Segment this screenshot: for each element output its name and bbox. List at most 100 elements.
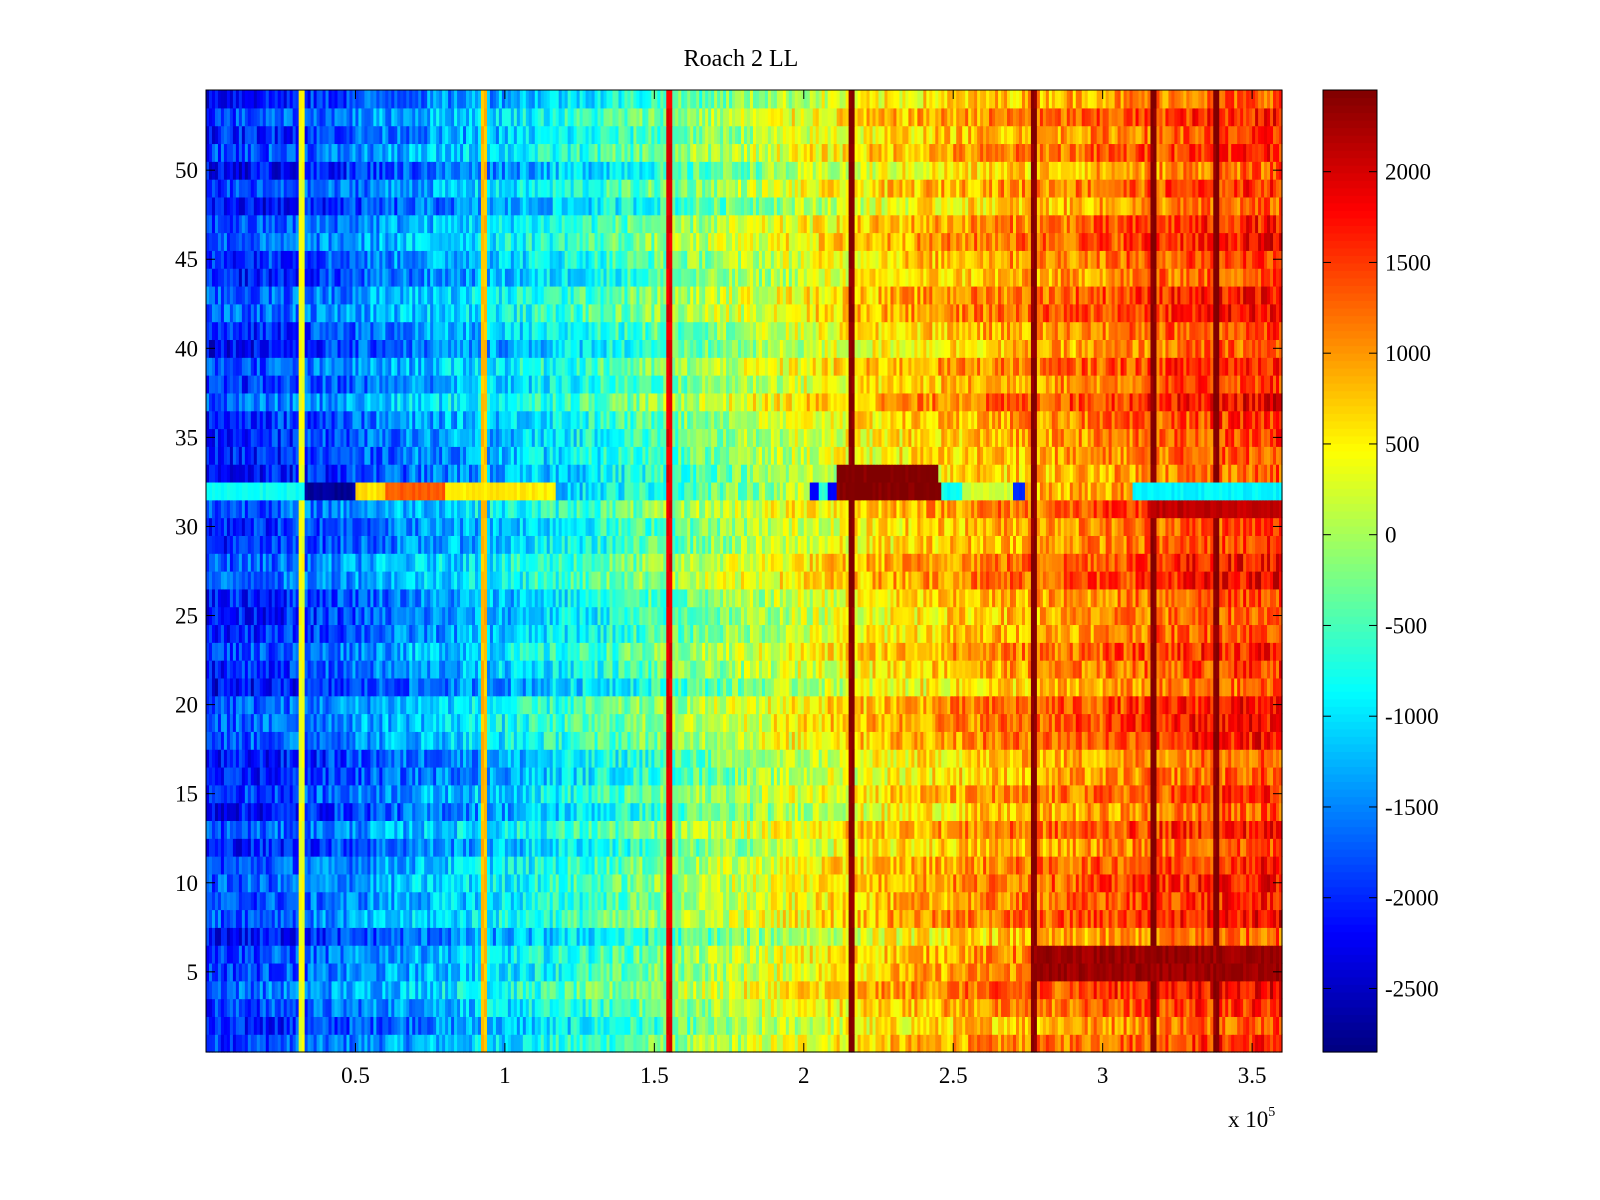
heatmap-cell	[208, 1016, 213, 1035]
heatmap-cell	[1192, 1034, 1196, 1053]
heatmap-cell	[486, 998, 491, 1017]
heatmap-cell	[217, 945, 222, 964]
heatmap-cell	[1138, 980, 1143, 1000]
heatmap-cell	[1018, 945, 1023, 964]
heatmap-cell	[214, 980, 219, 1000]
heatmap-cell	[833, 945, 838, 964]
heatmap-cell	[776, 998, 781, 1017]
heatmap-cell	[818, 962, 823, 982]
heatmap-cell	[283, 980, 288, 1000]
heatmap-cell	[1219, 1034, 1223, 1053]
heatmap-cell	[758, 1016, 763, 1035]
heatmap-cell	[346, 927, 351, 946]
heatmap-cell	[1216, 945, 1220, 964]
heatmap-cell	[1007, 1034, 1011, 1053]
heatmap-cell	[1222, 962, 1226, 982]
heatmap-cell	[738, 1034, 742, 1053]
heatmap-cell	[1192, 980, 1196, 1000]
heatmap-cell	[1129, 962, 1134, 982]
heatmap-cell	[1033, 945, 1038, 964]
heatmap-cell	[504, 945, 509, 964]
heatmap-cell	[501, 962, 506, 982]
heatmap-cell	[454, 1016, 458, 1035]
heatmap-cell	[959, 1034, 963, 1053]
heatmap-cell	[379, 980, 383, 1000]
heatmap-cell	[412, 980, 416, 1000]
heatmap-cell	[331, 1034, 336, 1053]
heatmap-cell	[247, 962, 252, 982]
heatmap-cell	[767, 980, 772, 1000]
heatmap-cell	[645, 945, 649, 964]
heatmap-cell	[606, 945, 611, 964]
heatmap-cell	[501, 980, 506, 1000]
heatmap-cell	[1108, 962, 1113, 982]
heatmap-cell	[1141, 962, 1146, 982]
heatmap-cell	[609, 945, 614, 964]
heatmap-cell	[211, 1016, 216, 1035]
heatmap-cell	[385, 945, 389, 964]
heatmap-cell	[794, 1016, 799, 1035]
heatmap-cell	[1024, 1034, 1029, 1053]
heatmap-cell	[806, 998, 811, 1017]
heatmap-cell	[899, 998, 904, 1017]
heatmap-cell	[636, 1034, 640, 1053]
heatmap-cell	[1252, 998, 1256, 1017]
heatmap-cell	[711, 998, 715, 1017]
heatmap-cell	[797, 962, 802, 982]
heatmap-cell	[385, 1016, 389, 1035]
heatmap-cell	[911, 962, 915, 982]
heatmap-cell	[836, 998, 841, 1017]
heatmap-cell	[1276, 1016, 1280, 1035]
heatmap-cell	[848, 1034, 853, 1053]
heatmap-cell	[498, 962, 503, 982]
heatmap-cell	[890, 945, 895, 964]
heatmap-cell	[866, 980, 871, 1000]
heatmap-cell	[1273, 998, 1277, 1017]
heatmap-cell	[687, 998, 691, 1017]
heatmap-cell	[797, 945, 802, 964]
heatmap-cell	[606, 1016, 611, 1035]
heatmap-cell	[454, 1034, 458, 1053]
heatmap-cell	[1132, 962, 1137, 982]
heatmap-cell	[427, 1034, 431, 1053]
heatmap-cell	[433, 1034, 437, 1053]
heatmap-cell	[313, 962, 318, 982]
heatmap-cell	[1189, 980, 1193, 1000]
heatmap-cell	[397, 945, 401, 964]
heatmap-cell	[585, 945, 590, 964]
heatmap-cell	[962, 945, 966, 964]
heatmap-cell	[591, 962, 596, 982]
heatmap-cell	[259, 945, 264, 964]
heatmap-cell	[1246, 945, 1250, 964]
heatmap-cell	[1069, 962, 1074, 982]
heatmap-cell	[543, 998, 548, 1017]
heatmap-cell	[540, 998, 545, 1017]
heatmap-cell	[1162, 998, 1167, 1017]
heatmap-cell	[442, 945, 446, 964]
heatmap-cell	[1030, 998, 1035, 1017]
heatmap-cell	[905, 962, 909, 982]
heatmap-cell	[1201, 1034, 1205, 1053]
heatmap-cell	[1036, 962, 1041, 982]
heatmap-cell	[1171, 962, 1175, 982]
heatmap-cell	[436, 927, 440, 946]
heatmap-cell	[298, 998, 303, 1017]
heatmap-cell	[1249, 998, 1253, 1017]
heatmap-cell	[364, 1016, 368, 1035]
heatmap-cell	[842, 1034, 847, 1053]
heatmap-cell	[597, 1034, 602, 1053]
heatmap-cell	[1114, 1016, 1119, 1035]
heatmap-cell	[1249, 1016, 1253, 1035]
heatmap-cell	[1228, 945, 1232, 964]
heatmap-cell	[1165, 1034, 1170, 1053]
heatmap-cell	[779, 1016, 784, 1035]
heatmap-cell	[785, 1034, 790, 1053]
heatmap-cell	[448, 945, 452, 964]
heatmap-cell	[469, 927, 473, 946]
heatmap-cell	[564, 962, 569, 982]
heatmap-cell	[821, 1016, 826, 1035]
heatmap-cell	[262, 1034, 267, 1053]
heatmap-cell	[863, 1034, 868, 1053]
heatmap-cell	[893, 980, 898, 1000]
heatmap-cell	[980, 1016, 984, 1035]
